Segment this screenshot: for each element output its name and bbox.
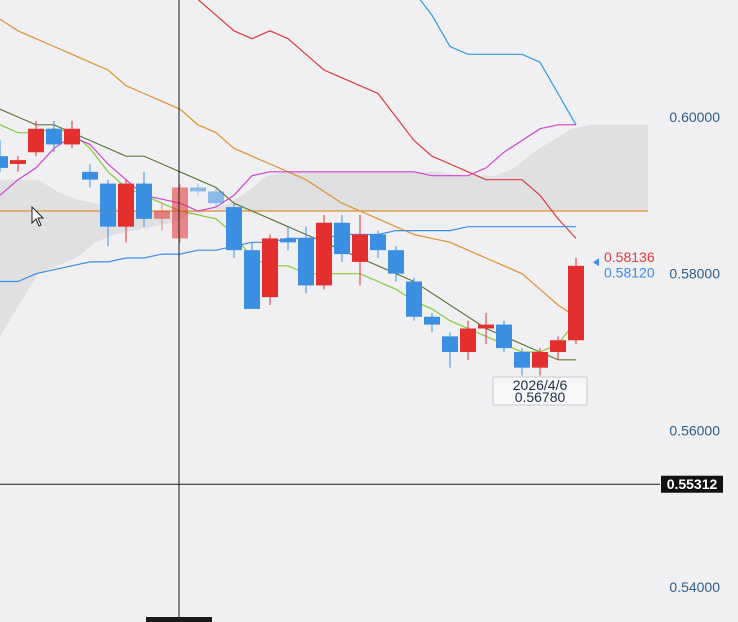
candle-7 xyxy=(100,179,116,247)
candle-body xyxy=(406,281,422,317)
candle-24 xyxy=(406,277,422,321)
candle-17 xyxy=(280,226,296,251)
candle-body xyxy=(118,183,134,227)
candle-body xyxy=(190,187,206,192)
candle-14 xyxy=(226,203,242,258)
candle-8 xyxy=(118,179,134,243)
candle-body xyxy=(316,222,332,286)
candle-31 xyxy=(532,348,548,376)
candle-15 xyxy=(244,242,260,309)
candle-33 xyxy=(568,258,584,345)
candle-3 xyxy=(28,120,44,157)
candle-12 xyxy=(190,183,206,196)
candle-body xyxy=(352,234,368,262)
candle-body xyxy=(298,238,314,286)
candle-body xyxy=(64,128,80,145)
candle-body xyxy=(226,207,242,251)
candle-20 xyxy=(334,214,350,262)
candle-body xyxy=(10,160,26,164)
candle-30 xyxy=(514,348,530,376)
tooltip-value: 0.56780 xyxy=(515,389,566,405)
candle-19 xyxy=(316,214,332,290)
candle-body xyxy=(154,211,170,219)
candle-body xyxy=(424,316,440,325)
candle-4 xyxy=(46,120,62,153)
candle-body xyxy=(280,238,296,243)
candle-body xyxy=(442,336,458,352)
candle-18 xyxy=(298,226,314,294)
y-tick-label: 0.58000 xyxy=(669,266,720,282)
candle-body xyxy=(496,324,512,349)
candle-body xyxy=(532,352,548,368)
crosshair-date-box xyxy=(146,617,212,622)
candle-6 xyxy=(82,164,98,188)
candle-32 xyxy=(550,336,566,360)
candle-21 xyxy=(352,214,368,286)
crosshair-price-box xyxy=(661,475,723,493)
candle-9 xyxy=(136,171,152,227)
indicator-line-5 xyxy=(0,124,577,353)
candle-body xyxy=(28,128,44,153)
tooltip: 2026/4/6 0.56780 xyxy=(492,376,588,406)
candles xyxy=(0,120,584,376)
candle-body xyxy=(100,183,116,227)
y-tick-label: 0.60000 xyxy=(669,109,720,125)
candle-body xyxy=(370,234,386,251)
candle-25 xyxy=(424,312,440,333)
crosshair-price-label: 0.55312 xyxy=(667,476,718,492)
candle-2 xyxy=(10,156,26,172)
indicator-line-2 xyxy=(197,0,577,239)
candle-13 xyxy=(208,187,224,208)
candle-body xyxy=(172,187,188,239)
candle-22 xyxy=(370,230,386,258)
candle-body xyxy=(514,352,530,368)
price-axis: 0.60000 0.58000 0.56000 0.54000 xyxy=(669,109,720,595)
candle-body xyxy=(388,250,404,274)
indicator-line-3 xyxy=(0,18,577,318)
last-price-label: 0.58120 xyxy=(604,264,655,280)
crosshair xyxy=(0,0,660,622)
candle-body xyxy=(82,171,98,180)
candle-28 xyxy=(478,312,494,345)
candle-26 xyxy=(442,332,458,368)
tooltip-date: 2026/4/6 xyxy=(513,377,568,393)
indicator-line-1 xyxy=(419,0,577,126)
candle-29 xyxy=(496,320,512,352)
candle-11 xyxy=(172,183,188,243)
candle-23 xyxy=(388,246,404,282)
candle-body xyxy=(478,324,494,329)
candle-body xyxy=(460,328,476,352)
cloud-band xyxy=(0,124,648,337)
candle-body xyxy=(244,250,260,309)
crosshair-price-tag: 0.55312 xyxy=(661,475,723,493)
candle-body xyxy=(136,183,152,219)
last-price-label: 0.58136 xyxy=(604,249,655,265)
candle-body xyxy=(0,156,8,168)
candle-16 xyxy=(262,234,278,305)
indicator-lines xyxy=(0,0,577,361)
candle-1 xyxy=(0,140,8,172)
y-tick-label: 0.54000 xyxy=(669,579,720,595)
candle-27 xyxy=(460,320,476,360)
candle-body xyxy=(568,265,584,341)
candle-5 xyxy=(64,120,80,149)
candle-body xyxy=(46,128,62,145)
candle-body xyxy=(550,340,566,352)
indicator-line-6 xyxy=(0,124,576,212)
mouse-cursor-icon xyxy=(31,205,45,227)
y-tick-label: 0.56000 xyxy=(669,422,720,438)
candle-10 xyxy=(154,203,170,231)
candle-body xyxy=(334,222,350,255)
candle-body xyxy=(262,238,278,298)
candle-body xyxy=(208,191,224,204)
tooltip-box xyxy=(492,376,588,406)
last-price-marker-icon xyxy=(593,258,599,267)
